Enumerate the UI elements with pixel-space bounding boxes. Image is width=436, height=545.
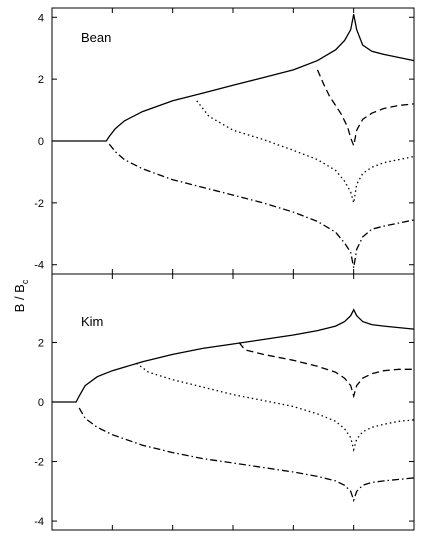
panel-kim: -4 -2 0 2 Kim	[34, 273, 415, 531]
series-dashdot-kim	[78, 407, 415, 503]
y-tick-label-bean: 0	[38, 136, 44, 148]
series-dashdot-bean	[108, 143, 415, 268]
series-solid-kim	[52, 308, 415, 403]
y-tick-label-kim: 0	[38, 397, 44, 409]
series-dotted-kim	[136, 362, 415, 453]
y-tick-label-bean: -2	[34, 198, 44, 210]
panel-bean: -4 -2 0 2 4 Bean	[34, 7, 415, 275]
series-solid-bean	[52, 14, 415, 142]
y-axis-label: B / Bc	[12, 279, 30, 312]
series-dashed-bean	[316, 69, 415, 148]
y-tick-label-kim: -4	[34, 516, 44, 528]
series-dashed-kim	[238, 342, 414, 399]
panel-label-kim: Kim	[81, 314, 103, 329]
y-tick-label-bean: -4	[34, 260, 44, 272]
y-tick-label-kim: -2	[34, 457, 44, 469]
panel-label-bean: Bean	[81, 30, 111, 45]
y-tick-label-bean: 4	[38, 12, 44, 24]
plot-frame-kim	[51, 273, 415, 531]
y-tick-label-bean: 2	[38, 74, 44, 86]
series-dotted-bean	[196, 100, 415, 204]
y-tick-label-kim: 2	[38, 337, 44, 349]
